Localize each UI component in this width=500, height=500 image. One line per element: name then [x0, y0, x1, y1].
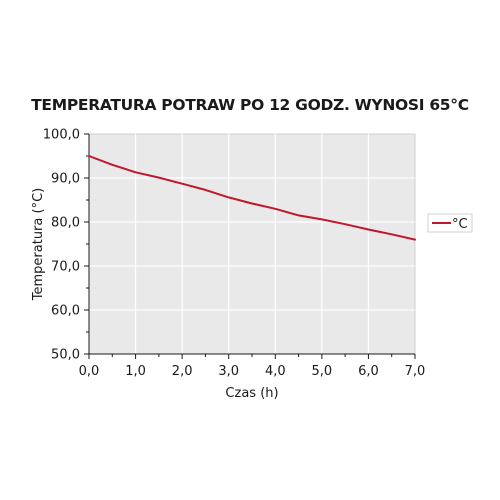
series-lines — [88, 155, 416, 241]
y-tick-label: 90,0 — [51, 172, 80, 187]
y-tick-label: 80,0 — [51, 216, 80, 231]
x-tick-label: 2,0 — [172, 364, 193, 379]
x-axis-label: Czas (h) — [225, 386, 278, 401]
series-line-temperature — [88, 155, 416, 241]
y-tick-label: 60,0 — [51, 304, 80, 319]
x-tick-label: 4,0 — [265, 364, 286, 379]
x-tick-label: 5,0 — [312, 364, 333, 379]
ticks: 0,0 1,0 2,0 3,0 4,0 5,0 6,0 7,0 50,0 60,0 70,0 80,0… — [43, 128, 426, 380]
y-tick-label: 70,0 — [51, 260, 80, 275]
y-axis-label: Temperatura (°C) — [31, 188, 46, 301]
x-tick-label: 0,0 — [79, 364, 100, 379]
x-tick-label: 1,0 — [125, 364, 146, 379]
y-tick-label: 100,0 — [43, 128, 80, 143]
chart-title: TEMPERATURA POTRAW PO 12 GODZ. WYNOSI 65… — [31, 96, 469, 114]
x-tick-label: 6,0 — [358, 364, 379, 379]
legend: °C — [427, 213, 473, 233]
legend-label: °C — [452, 217, 468, 232]
plot-area — [88, 133, 416, 355]
x-tick-label: 3,0 — [218, 364, 239, 379]
x-tick-label: 7,0 — [405, 364, 426, 379]
grid — [89, 134, 415, 354]
y-tick-label: 50,0 — [51, 348, 80, 363]
